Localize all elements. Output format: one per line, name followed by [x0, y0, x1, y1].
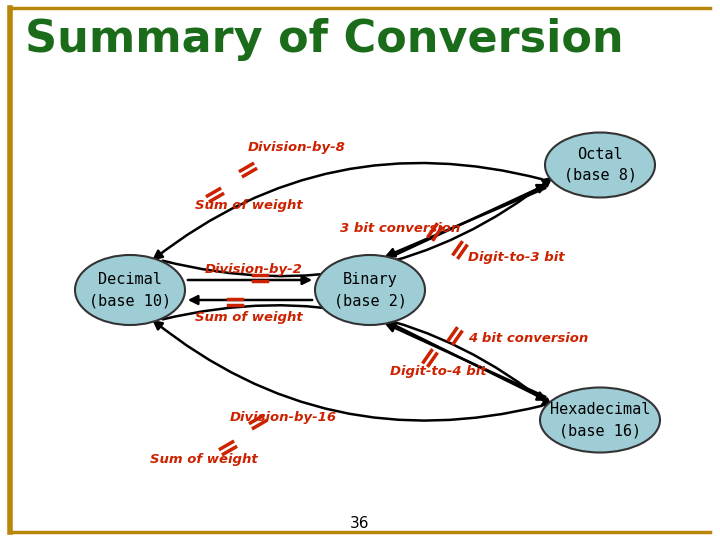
Ellipse shape [545, 132, 655, 198]
Text: Sum of weight: Sum of weight [195, 312, 302, 325]
Text: Hexadecimal
(base 16): Hexadecimal (base 16) [550, 402, 650, 438]
Text: Digit-to-3 bit: Digit-to-3 bit [468, 252, 564, 265]
Ellipse shape [540, 388, 660, 453]
FancyArrowPatch shape [163, 305, 551, 407]
FancyArrowPatch shape [387, 188, 546, 256]
Text: Sum of weight: Sum of weight [195, 199, 302, 212]
Text: Digit-to-4 bit: Digit-to-4 bit [390, 366, 487, 379]
FancyArrowPatch shape [188, 276, 310, 284]
Text: Sum of weight: Sum of weight [150, 454, 258, 467]
FancyArrowPatch shape [382, 185, 545, 261]
Text: 4 bit conversion: 4 bit conversion [468, 332, 588, 345]
Text: 36: 36 [350, 516, 370, 531]
Ellipse shape [315, 255, 425, 325]
FancyArrowPatch shape [382, 319, 545, 400]
FancyArrowPatch shape [163, 178, 551, 276]
Text: 3 bit conversion: 3 bit conversion [340, 221, 460, 234]
Text: Division-by-16: Division-by-16 [230, 411, 337, 424]
Text: Summary of Conversion: Summary of Conversion [25, 18, 624, 61]
FancyArrowPatch shape [154, 321, 542, 421]
Text: Division-by-8: Division-by-8 [248, 141, 346, 154]
FancyArrowPatch shape [154, 163, 542, 259]
FancyArrowPatch shape [191, 296, 312, 304]
Text: Octal
(base 8): Octal (base 8) [564, 147, 636, 183]
Ellipse shape [75, 255, 185, 325]
Text: Decimal
(base 10): Decimal (base 10) [89, 272, 171, 308]
FancyArrowPatch shape [387, 324, 546, 397]
Text: Binary
(base 2): Binary (base 2) [333, 272, 407, 308]
Text: Division-by-2: Division-by-2 [205, 264, 303, 276]
